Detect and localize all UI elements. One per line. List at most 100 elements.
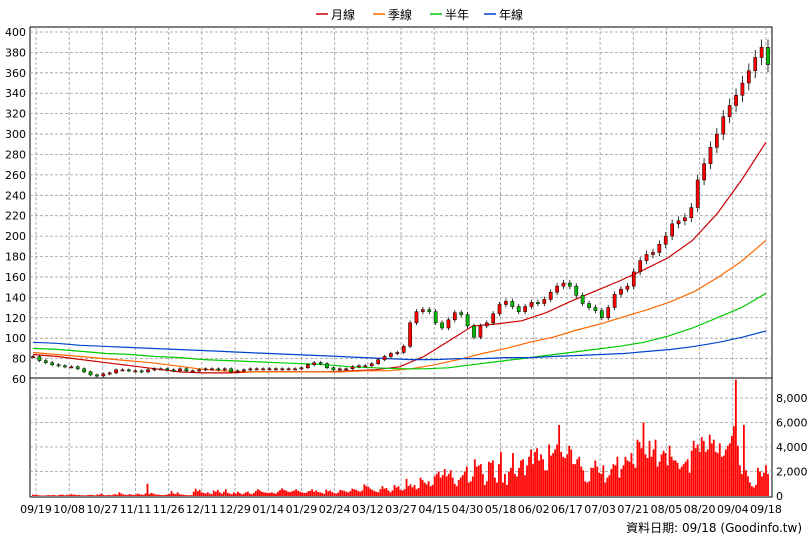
volume-bar [425,484,428,496]
volume-bar [34,495,36,496]
price-y-tick-label: 340 [5,87,26,100]
volume-bar [502,482,504,496]
x-tick-label: 11/26 [153,503,185,516]
volume-bar [732,426,735,496]
volume-bar [36,494,38,496]
candle-body [216,368,221,371]
volume-bar [718,443,721,496]
volume-bar [297,490,299,496]
volume-bar [441,475,444,496]
volume-bar [540,454,542,496]
candle-body [689,207,694,218]
price-y-tick-label: 80 [12,353,26,366]
volume-bar [246,491,249,496]
volume-bar [455,486,458,496]
candle-body [651,252,655,255]
volume-bar [498,464,500,496]
volume-bar [98,494,101,496]
volume-bar [204,493,207,496]
volume-bar [307,491,310,496]
candle-body [484,322,489,327]
volume-bar [70,494,73,496]
price-y-tick-label: 120 [5,312,26,325]
volume-bar [512,453,514,496]
volume-bar [383,488,386,496]
candle-body [210,368,214,371]
candle-body [312,362,317,365]
volume-bar [212,490,215,496]
volume-bar [214,491,217,496]
volume-bar [550,455,553,496]
candle-body [31,356,35,358]
x-tick-label: 01/14 [252,503,284,516]
volume-bar [614,465,617,496]
volume-y-tick-label: 2,000 [776,466,808,479]
volume-bar [767,473,769,496]
volume-bar [564,458,567,496]
candle-body [63,365,67,368]
volume-bar [150,492,153,496]
volume-bar [668,445,671,496]
volume-bar [399,489,402,496]
volume-bar [74,494,77,496]
volume-bar [130,494,133,496]
legend: 月線 季線 半年 年線 [316,7,523,22]
volume-bar [734,379,737,496]
price-y-tick-label: 100 [5,332,26,345]
price-y-axis: 60 80 100 120 140 160 180 200 220 240 260 280 300 320… [5,26,26,386]
volume-bar [518,467,520,496]
volume-bar [650,456,653,496]
volume-bar [170,491,173,496]
volume-bar [178,494,181,496]
x-tick-label: 11/11 [120,503,152,516]
volume-bar [198,489,201,496]
volume-bar [534,451,536,496]
volume-bar [453,483,456,496]
volume-bar [397,486,400,496]
volume-bar [618,477,621,496]
volume-bar [572,464,575,496]
volume-bar [538,460,540,496]
volume-bar [134,495,137,496]
volume-bar [160,495,163,496]
x-axis: 09/19 10/08 10/27 11/11 11/26 12/11 12/29 01/14… [20,503,782,516]
volume-bar [238,492,241,496]
volume-bar [522,459,524,496]
candle-body [318,362,323,365]
candle-body [152,368,157,371]
volume-bar [622,465,625,496]
volume-bar [620,469,623,496]
volume-bar [433,476,436,496]
volume-bar [566,454,569,496]
volume-bar [311,489,314,496]
volume-bar [720,456,723,496]
volume-bar [493,477,496,496]
volume-bar [757,467,759,496]
candle-body [114,369,118,374]
candle-body [606,307,611,319]
candle-body [376,359,380,364]
volume-bar [106,495,109,496]
volume-bar [337,492,340,496]
volume-bar [670,456,673,496]
volume-bar [234,493,237,496]
candle-body [75,366,80,370]
candle-body [472,325,476,338]
volume-bar [303,492,306,496]
candle-body [242,369,246,372]
price-y-tick-label: 180 [5,251,26,264]
volume-bar [485,481,488,496]
volume-bar [658,461,661,496]
volume-bar [753,487,755,496]
candle-body [389,353,393,357]
volume-bar [684,461,687,496]
x-tick-label: 06/17 [551,503,583,516]
volume-bar [136,493,139,496]
candle-body [440,322,444,329]
volume-bar [82,495,85,496]
candle-body [638,260,643,273]
candle-body [727,105,732,117]
volume-bar [120,493,123,496]
volume-bar [230,494,233,496]
volume-bar [393,484,396,496]
